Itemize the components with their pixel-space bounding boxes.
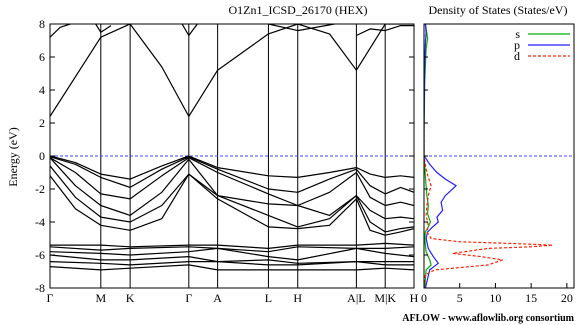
energy-tick-label: -6	[35, 248, 45, 262]
band-line	[50, 156, 414, 195]
energy-tick-label: 6	[39, 50, 45, 64]
band-line	[50, 242, 414, 249]
energy-tick-label: 8	[39, 17, 45, 31]
energy-tick-label: -2	[35, 182, 45, 196]
band-structure-frame	[49, 23, 415, 289]
energy-tick-label: -4	[35, 215, 45, 229]
dos-tick-label: 20	[561, 291, 573, 305]
band-line	[50, 264, 414, 271]
energy-tick-label: 0	[39, 149, 45, 163]
band-structure-title: O1Zn1_ICSD_26170 (HEX)	[229, 3, 368, 17]
band-line	[50, 155, 414, 180]
kpoint-label: L	[265, 291, 272, 305]
band-line	[50, 247, 414, 261]
band-line	[356, 25, 414, 37]
dos-title: Density of States (States/eV)	[429, 3, 568, 17]
band-line	[50, 173, 414, 236]
band-line	[50, 165, 414, 233]
band-line	[50, 261, 414, 266]
band-curves	[50, 24, 414, 271]
energy-axis-label: Energy (eV)	[6, 127, 20, 186]
dos-tick-label: 10	[489, 291, 501, 305]
legend-label-d: d	[514, 49, 520, 63]
kpoint-label: K	[126, 291, 135, 305]
dos-tick-label: 15	[525, 291, 537, 305]
dos-frame	[423, 23, 575, 289]
aflow-credit: AFLOW - www.aflowlib.org consortium	[402, 313, 574, 324]
dos-curve-s	[424, 24, 432, 288]
kpoint-ticks: Γ M K Γ A L H A|L M|K H	[47, 291, 419, 305]
kpoint-label: M|K	[374, 291, 396, 305]
legend-label-s: s	[515, 27, 520, 41]
band-line	[268, 24, 335, 32]
dos-legend: spd	[514, 27, 570, 63]
band-line	[50, 24, 414, 117]
legend-label-p: p	[514, 38, 520, 52]
band-line	[50, 254, 414, 264]
energy-tick-label: 2	[39, 116, 45, 130]
band-line	[50, 157, 414, 207]
band-line	[50, 24, 71, 38]
dos-tick-label: 5	[457, 291, 463, 305]
kpoint-label: Γ	[47, 291, 54, 305]
dos-panel: Density of States (States/eV) 0 5 10 15 20 s…	[421, 3, 575, 305]
dos-curve-d	[424, 24, 553, 288]
dos-ticks: 0 5 10 15 20	[421, 23, 573, 305]
kpoint-label: A|L	[347, 291, 365, 305]
band-line	[50, 157, 414, 220]
band-line	[181, 24, 198, 37]
dos-curves	[424, 24, 553, 288]
kpoint-label: H	[293, 291, 302, 305]
band-line	[50, 246, 414, 253]
kpoint-label: H	[410, 291, 419, 305]
band-structure-panel: O1Zn1_ICSD_26170 (HEX) Energy (eV) -8-6-…	[6, 3, 419, 305]
kpoint-label: A	[213, 291, 222, 305]
energy-tick-label: -8	[35, 281, 45, 295]
energy-ticks: -8 -6 -4 -2 0 2 4 6 8	[35, 17, 414, 295]
energy-tick-label: 4	[39, 83, 45, 97]
band-line	[95, 24, 112, 33]
kpoint-label: Γ	[185, 291, 192, 305]
kpoint-label: M	[95, 291, 106, 305]
dos-tick-label: 0	[421, 291, 427, 305]
